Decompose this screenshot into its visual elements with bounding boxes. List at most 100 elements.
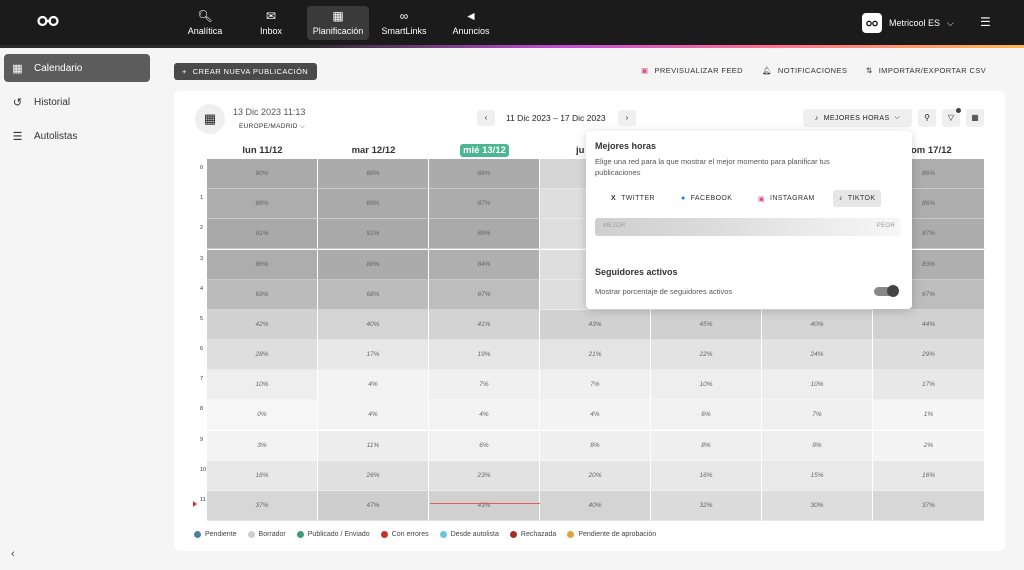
heatmap-cell[interactable]: 37%: [207, 490, 318, 521]
heatmap-cell[interactable]: 91%: [207, 219, 318, 250]
hour-label: 6: [200, 346, 204, 352]
metricool-logo-icon[interactable]: [37, 15, 59, 27]
network-chip-instagram[interactable]: ▣ INSTAGRAM: [758, 195, 815, 203]
sidebar-item-calendario[interactable]: ▦ Calendario: [4, 54, 150, 82]
heatmap-cell[interactable]: 16%: [207, 460, 318, 491]
nav-analitica[interactable]: 🔍︎ Analítica: [174, 6, 236, 40]
heatmap-cell[interactable]: 15%: [762, 460, 873, 491]
search-button[interactable]: ⚲: [918, 109, 936, 127]
best-hours-dropdown[interactable]: ♪ MEJORES HORAS ⌵: [803, 109, 912, 127]
heatmap-cell[interactable]: 69%: [207, 279, 318, 310]
legend-label: Publicado / Enviado: [307, 531, 370, 538]
heatmap-cell[interactable]: 88%: [429, 159, 540, 190]
day-header-wed-today: mié 13/12: [429, 144, 540, 159]
nav-planificacion[interactable]: ▦ Planificación: [307, 6, 369, 40]
heatmap-cell[interactable]: 19%: [429, 340, 540, 371]
heatmap-cell[interactable]: 7%: [540, 370, 651, 401]
heatmap-cell[interactable]: 84%: [429, 249, 540, 280]
heatmap-cell[interactable]: 10%: [207, 370, 318, 401]
create-post-button[interactable]: + CREAR NUEVA PUBLICACIÓN: [174, 63, 317, 80]
heatmap-cell[interactable]: 6%: [429, 430, 540, 461]
network-chip-tiktok[interactable]: ♪ TIKTOK: [833, 190, 882, 207]
hamburger-menu-icon[interactable]: ☰: [980, 15, 991, 29]
heatmap-cell[interactable]: 91%: [318, 219, 429, 250]
heatmap-cell[interactable]: 16%: [651, 460, 762, 491]
heatmap-cell[interactable]: 88%: [318, 159, 429, 190]
heatmap-cell[interactable]: 45%: [651, 309, 762, 340]
heatmap-cell[interactable]: 43%: [540, 309, 651, 340]
heatmap-cell[interactable]: 7%: [429, 370, 540, 401]
heatmap-cell[interactable]: 16%: [873, 460, 985, 491]
heatmap-cell[interactable]: 37%: [873, 490, 985, 521]
heatmap-cell[interactable]: 4%: [540, 400, 651, 431]
heatmap-cell[interactable]: 22%: [651, 340, 762, 371]
heatmap-cell[interactable]: 10%: [651, 370, 762, 401]
heatmap-cell[interactable]: 9%: [762, 430, 873, 461]
heatmap-cell[interactable]: 7%: [762, 400, 873, 431]
next-week-button[interactable]: ›: [618, 110, 636, 126]
heatmap-cell[interactable]: 41%: [429, 309, 540, 340]
heatmap-cell[interactable]: 90%: [207, 159, 318, 190]
account-switcher[interactable]: Metricool ES ⌵: [862, 13, 954, 33]
heatmap-cell[interactable]: 89%: [318, 189, 429, 220]
search-icon: ⚲: [924, 113, 930, 122]
heatmap-cell[interactable]: 23%: [429, 460, 540, 491]
heatmap-cell[interactable]: 17%: [318, 340, 429, 371]
heatmap-cell[interactable]: 1%: [873, 400, 985, 431]
collapse-sidebar-icon[interactable]: ‹: [11, 548, 15, 560]
heatmap-cell[interactable]: 32%: [651, 490, 762, 521]
filter-button[interactable]: ▽: [942, 109, 960, 127]
nav-anuncios[interactable]: ◄ Anuncios: [440, 6, 502, 40]
nav-smartlinks[interactable]: ∞ SmartLinks: [373, 6, 435, 40]
heatmap-cell[interactable]: 6%: [651, 400, 762, 431]
heatmap-cell[interactable]: 29%: [873, 340, 985, 371]
heatmap-cell[interactable]: 40%: [540, 490, 651, 521]
heatmap-cell[interactable]: 3%: [207, 430, 318, 461]
account-name: Metricool ES: [889, 18, 941, 28]
heatmap-cell[interactable]: 8%: [651, 430, 762, 461]
heatmap-cell[interactable]: 44%: [873, 309, 985, 340]
heatmap-cell[interactable]: 67%: [429, 279, 540, 310]
heatmap-cell[interactable]: 47%: [318, 490, 429, 521]
active-followers-toggle[interactable]: [874, 285, 899, 297]
heatmap-cell[interactable]: 21%: [540, 340, 651, 371]
heatmap-cell[interactable]: 4%: [318, 400, 429, 431]
network-chip-facebook[interactable]: ● FACEBOOK: [681, 195, 733, 202]
heatmap-cell[interactable]: 10%: [762, 370, 873, 401]
heatmap-cell[interactable]: 0%: [207, 400, 318, 431]
heatmap-cell[interactable]: 88%: [318, 249, 429, 280]
heatmap-cell[interactable]: 30%: [762, 490, 873, 521]
heatmap-cell[interactable]: 86%: [207, 189, 318, 220]
heatmap-cell[interactable]: 17%: [873, 370, 985, 401]
preview-feed-button[interactable]: ▣ PREVISUALIZAR FEED: [641, 66, 743, 75]
timezone-select[interactable]: EUROPE/MADRID ⌵: [239, 123, 306, 130]
calendar-picker-button[interactable]: ▦: [966, 109, 984, 127]
heatmap-cell[interactable]: 68%: [318, 279, 429, 310]
heatmap-cell[interactable]: 40%: [762, 309, 873, 340]
heatmap-cell[interactable]: 43%: [429, 490, 540, 521]
heatmap-cell[interactable]: 24%: [762, 340, 873, 371]
heatmap-cell[interactable]: 4%: [318, 370, 429, 401]
avatar: [862, 13, 882, 33]
heatmap-cell[interactable]: 42%: [207, 309, 318, 340]
heatmap-cell[interactable]: 40%: [318, 309, 429, 340]
heatmap-cell[interactable]: 8%: [540, 430, 651, 461]
heatmap-cell[interactable]: 86%: [207, 249, 318, 280]
heatmap-cell[interactable]: 26%: [318, 460, 429, 491]
nav-inbox[interactable]: ✉︎ Inbox: [240, 6, 302, 40]
notifications-button[interactable]: 🔔︎ NOTIFICACIONES: [762, 66, 848, 75]
calendar-view-icon[interactable]: ▦: [195, 104, 225, 134]
heatmap-cell[interactable]: 28%: [207, 340, 318, 371]
heatmap-cell[interactable]: 4%: [429, 400, 540, 431]
sidebar-item-historial[interactable]: ↺ Historial: [4, 88, 150, 116]
best-hours-panel: Mejores horas Elige una red para la que …: [586, 131, 912, 309]
heatmap-cell[interactable]: 87%: [429, 189, 540, 220]
sidebar-item-autolistas[interactable]: ☰ Autolistas: [4, 122, 150, 150]
import-export-csv-button[interactable]: ⇅ IMPORTAR/EXPORTAR CSV: [866, 66, 987, 75]
heatmap-cell[interactable]: 89%: [429, 219, 540, 250]
heatmap-cell[interactable]: 20%: [540, 460, 651, 491]
heatmap-cell[interactable]: 11%: [318, 430, 429, 461]
network-chip-twitter[interactable]: X TWITTER: [611, 195, 655, 202]
prev-week-button[interactable]: ‹: [477, 110, 495, 126]
heatmap-cell[interactable]: 2%: [873, 430, 985, 461]
